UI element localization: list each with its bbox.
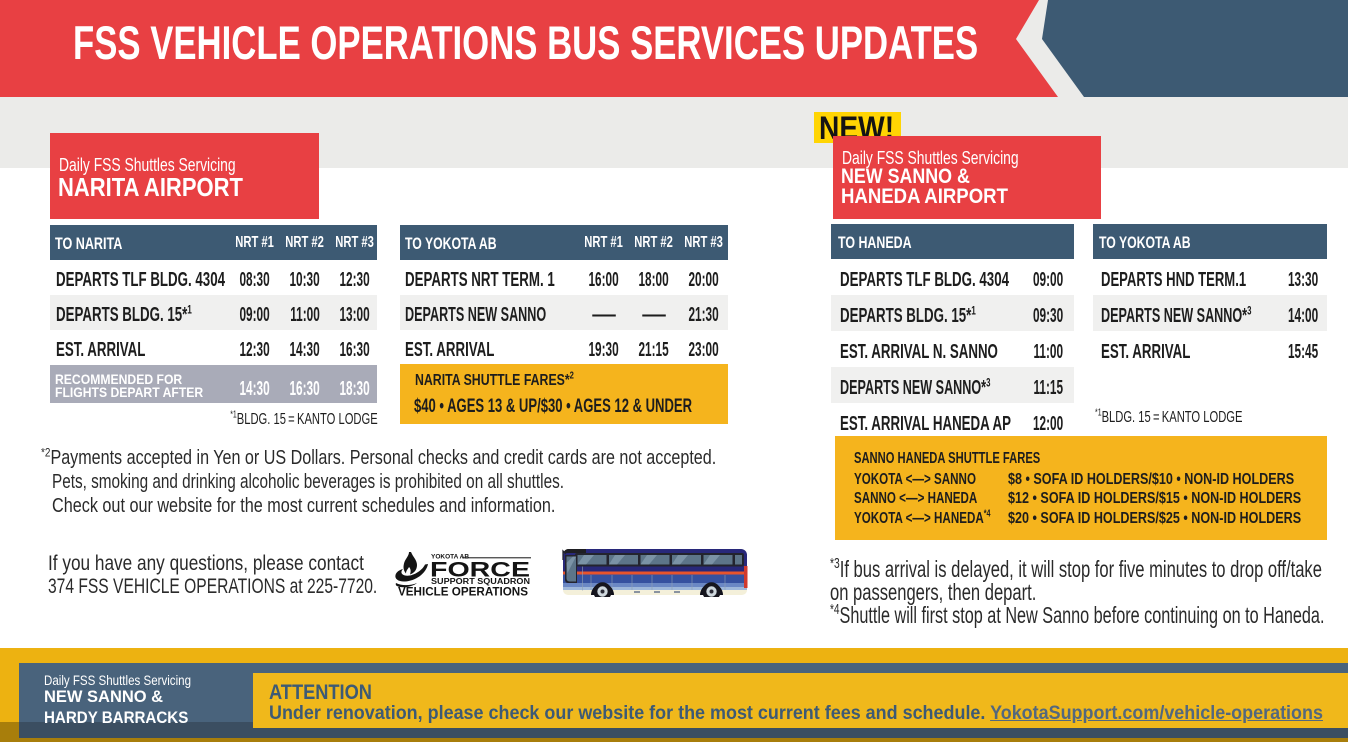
svg-text:YOKOTA AB: YOKOTA AB <box>431 554 469 561</box>
svg-text:VEHICLE OPERATIONS: VEHICLE OPERATIONS <box>398 587 528 599</box>
svg-text:SUPPORT SQUADRON: SUPPORT SQUADRON <box>431 577 530 586</box>
svg-text:FORCE: FORCE <box>430 558 530 582</box>
